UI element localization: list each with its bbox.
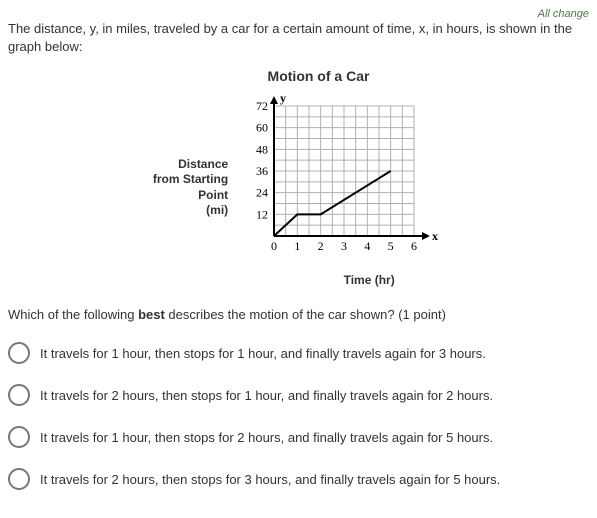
radio-icon[interactable] (8, 342, 30, 364)
svg-text:0: 0 (271, 239, 277, 253)
y-label-line4: (mi) (206, 203, 228, 217)
y-axis-label: Distance from Starting Point (mi) (153, 157, 228, 219)
top-link[interactable]: All change (8, 8, 589, 20)
svg-text:4: 4 (365, 239, 371, 253)
svg-text:48: 48 (256, 143, 268, 157)
svg-text:24: 24 (256, 186, 268, 200)
answers-list: It travels for 1 hour, then stops for 1 … (8, 342, 589, 490)
svg-text:x: x (432, 229, 438, 243)
y-label-line3: Point (198, 188, 228, 202)
line-chart: yx1224364860720123456 (234, 88, 444, 268)
svg-text:1: 1 (295, 239, 301, 253)
answer-option[interactable]: It travels for 1 hour, then stops for 1 … (8, 342, 589, 364)
svg-text:12: 12 (256, 208, 268, 222)
svg-text:36: 36 (256, 164, 268, 178)
chart-title: Motion of a Car (8, 68, 589, 84)
answer-option[interactable]: It travels for 2 hours, then stops for 1… (8, 384, 589, 406)
svg-text:y: y (280, 91, 286, 105)
svg-text:72: 72 (256, 99, 268, 113)
question-prompt: Which of the following best describes th… (8, 307, 589, 322)
y-label-line1: Distance (178, 157, 228, 171)
radio-icon[interactable] (8, 426, 30, 448)
answer-text: It travels for 1 hour, then stops for 1 … (40, 346, 486, 361)
answer-text: It travels for 1 hour, then stops for 2 … (40, 430, 493, 445)
svg-text:3: 3 (341, 239, 347, 253)
svg-text:2: 2 (318, 239, 324, 253)
prompt-post: describes the motion of the car shown? (… (165, 307, 446, 322)
prompt-pre: Which of the following (8, 307, 138, 322)
radio-icon[interactable] (8, 384, 30, 406)
svg-text:5: 5 (388, 239, 394, 253)
answer-text: It travels for 2 hours, then stops for 3… (40, 472, 500, 487)
x-axis-label: Time (hr) (234, 273, 444, 287)
y-label-line2: from Starting (153, 172, 228, 186)
radio-icon[interactable] (8, 468, 30, 490)
question-intro: The distance, y, in miles, traveled by a… (8, 20, 589, 56)
svg-text:60: 60 (256, 121, 268, 135)
answer-option[interactable]: It travels for 1 hour, then stops for 2 … (8, 426, 589, 448)
svg-text:6: 6 (411, 239, 417, 253)
chart-container: Motion of a Car Distance from Starting P… (8, 68, 589, 287)
answer-option[interactable]: It travels for 2 hours, then stops for 3… (8, 468, 589, 490)
prompt-bold: best (138, 307, 165, 322)
answer-text: It travels for 2 hours, then stops for 1… (40, 388, 493, 403)
